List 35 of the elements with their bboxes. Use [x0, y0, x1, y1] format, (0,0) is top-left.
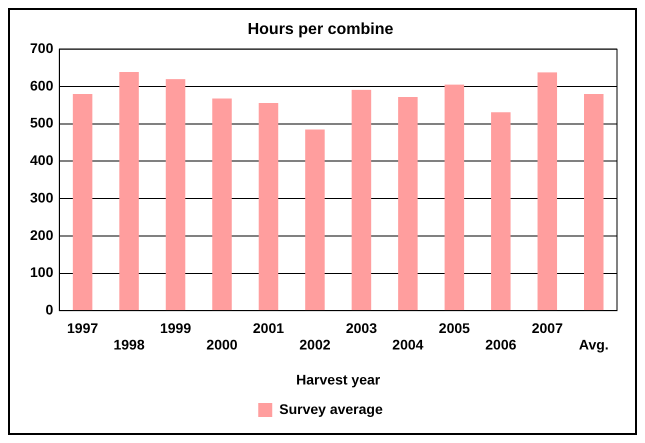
bar: [538, 72, 558, 310]
y-tick-label: 400: [30, 152, 54, 168]
bar: [166, 79, 186, 310]
x-tick-label: Avg.: [578, 336, 609, 353]
bar: [444, 84, 464, 310]
y-tick-label: 200: [30, 226, 54, 243]
bar: [305, 129, 325, 310]
bar: [352, 90, 372, 310]
y-tick-label: 0: [46, 301, 54, 318]
y-tick-label: 500: [30, 114, 54, 131]
x-tick-label: 2004: [392, 336, 424, 353]
x-tick-label: 2003: [346, 320, 378, 336]
chart-title: Hours per combine: [248, 21, 394, 38]
bar: [119, 72, 139, 310]
bar: [491, 112, 511, 310]
x-tick-label: 2001: [252, 320, 284, 336]
bar: [72, 94, 92, 310]
bar: [584, 94, 604, 310]
y-tick-label: 600: [30, 77, 54, 94]
bar: [258, 102, 278, 310]
x-tick-label: 1998: [113, 336, 145, 353]
x-tick-label: 2005: [438, 320, 470, 336]
legend-label: Survey average: [279, 400, 383, 417]
x-axis-title: Harvest year: [296, 371, 381, 388]
x-tick-label: 2006: [485, 336, 517, 353]
x-tick-label: 1999: [160, 320, 192, 336]
x-tick-label: 2007: [532, 320, 564, 336]
x-tick-label: 1997: [67, 320, 98, 336]
y-tick-label: 700: [30, 40, 54, 56]
x-tick-label: 2000: [206, 336, 238, 353]
x-tick-label: 2002: [299, 336, 331, 353]
y-tick-label: 100: [30, 264, 54, 280]
bar: [212, 98, 232, 310]
bar: [398, 97, 418, 310]
y-tick-label: 300: [30, 189, 54, 206]
